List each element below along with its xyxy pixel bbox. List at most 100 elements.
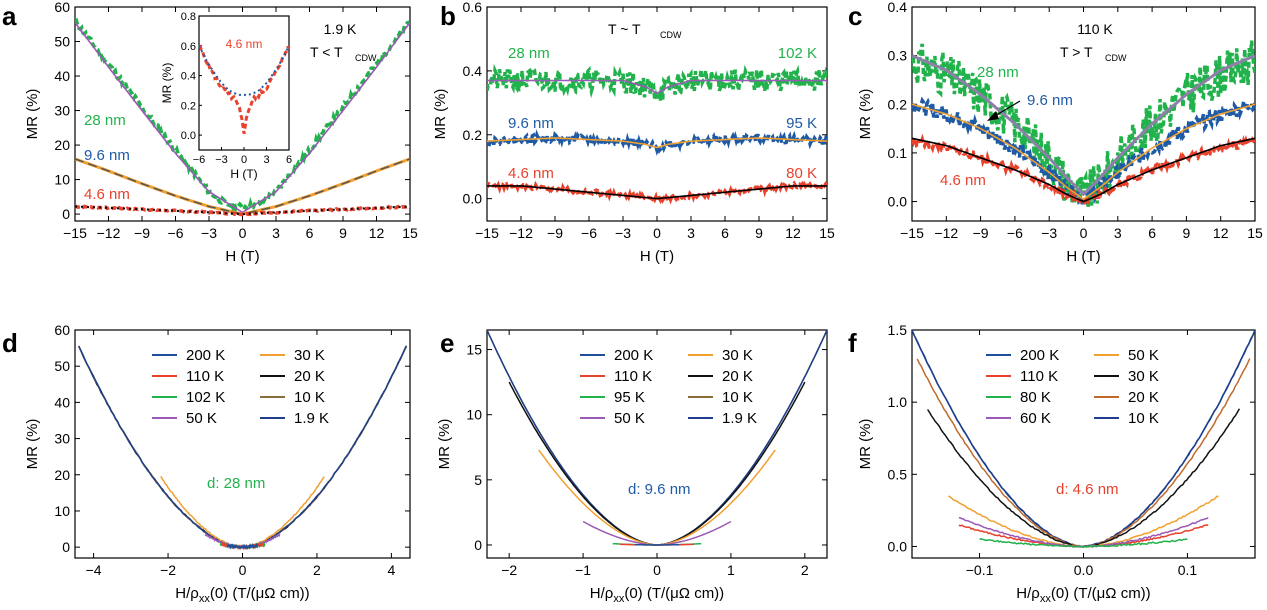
y-tick-label: 0.3: [888, 48, 908, 64]
y-axis-label: MR (%): [436, 419, 453, 470]
x-tick-label: −3: [1041, 225, 1057, 241]
x-axis-label: H (T): [640, 248, 674, 265]
series-curve: [487, 330, 827, 546]
x-tick-label: 12: [369, 225, 385, 241]
series-curve: [487, 330, 827, 546]
series-fit: [487, 79, 827, 95]
y-tick-label: 30: [54, 103, 70, 119]
x-tick-label: −3: [615, 225, 631, 241]
legend-label: 102 K: [186, 389, 225, 406]
legend-label: 200 K: [614, 347, 653, 364]
x-tick-label: −9: [134, 225, 150, 241]
series-label: 28 nm: [508, 45, 550, 62]
legend-label: 10 K: [1128, 410, 1159, 427]
x-tick-label: −15: [475, 225, 499, 241]
x-tick-label: 15: [819, 225, 835, 241]
x-tick-label: 4: [387, 562, 395, 578]
series-label: 9.6 nm: [1027, 92, 1073, 109]
inset-y-tick-label: 0.4: [181, 71, 196, 83]
legend-label: 10 K: [294, 389, 325, 406]
series-curve: [582, 520, 732, 546]
series-label: 4.6 nm: [508, 165, 554, 182]
legend-label: 80 K: [1020, 389, 1051, 406]
panel-label: e: [440, 328, 454, 358]
y-axis-label: MR (%): [857, 89, 874, 140]
x-tick-label: 6: [1148, 225, 1156, 241]
legend: 200 K 110 K 80 K 60 K 50 K 30 K 20 K 10 K: [986, 347, 1159, 427]
x-axis-label: H (T): [225, 248, 259, 265]
y-axis-label: MR (%): [24, 419, 41, 470]
inset-y-tick-label: 0.2: [181, 100, 196, 112]
series-4p6nm-data: [75, 204, 410, 217]
legend-label: 30 K: [722, 347, 753, 364]
annotation: 110 K: [1077, 21, 1113, 37]
series-28nm-data: [75, 18, 410, 215]
series-fit: [912, 54, 1255, 197]
plot-area-f: [912, 330, 1255, 549]
series-curve: [78, 345, 407, 549]
x-tick-label: 2: [313, 562, 321, 578]
y-tick-label: 0.5: [888, 466, 908, 482]
legend: 200 K 110 K 102 K 50 K 30 K 20 K 10 K 1.9 K: [152, 347, 329, 427]
inset-data: [198, 44, 290, 134]
y-tick-label: 0: [62, 206, 70, 222]
series-curve: [78, 345, 407, 549]
annotation-sub: CDW: [660, 30, 682, 40]
y-tick-label: 0.0: [463, 191, 483, 207]
legend-label: 20 K: [722, 368, 753, 385]
x-tick-label: −2: [160, 562, 176, 578]
x-tick-label: −9: [973, 225, 989, 241]
legend-label: 50 K: [1128, 347, 1159, 364]
y-tick-label: 0.0: [888, 194, 908, 210]
series-curve: [916, 358, 1251, 548]
x-tick-label: 6: [721, 225, 729, 241]
plot-area-a: [75, 18, 410, 217]
x-axis-label: H/ρxx(0) (T/(μΩ cm)): [590, 585, 724, 605]
annotation: d: 9.6 nm: [628, 481, 691, 498]
legend-label: 1.9 K: [722, 410, 757, 427]
series-fit: [487, 137, 827, 149]
series-fit: [912, 103, 1255, 201]
x-tick-label: −3: [201, 225, 217, 241]
x-tick-label: 9: [1183, 225, 1191, 241]
series-label: 4.6 nm: [940, 172, 986, 189]
legend-label: 110 K: [186, 368, 224, 385]
x-tick-label: 0.1: [1178, 562, 1198, 578]
x-tick-label: −15: [900, 225, 924, 241]
y-tick-label: 0.4: [463, 63, 483, 79]
plot-frame: [486, 329, 828, 559]
x-tick-label: −12: [934, 225, 958, 241]
series-curve: [78, 345, 407, 548]
x-tick-label: 0: [239, 562, 247, 578]
annotation-sub: CDW: [355, 53, 377, 63]
inset-x-tick-label: 3: [263, 154, 269, 166]
arrow-line: [992, 100, 1021, 118]
legend-label: 60 K: [1020, 410, 1051, 427]
panel-f: −0.1 0.0 0.1 0.0 0.5 1.0 1.5 H/ρxx(0) (T/(μΩ cm…: [848, 322, 1256, 605]
y-tick-label: 30: [54, 431, 70, 447]
series-4p6nm-fit: [75, 205, 410, 216]
x-tick-label: 12: [785, 225, 801, 241]
x-tick-label: −6: [581, 225, 597, 241]
series-fit: [912, 137, 1255, 203]
x-tick-label: 9: [755, 225, 763, 241]
series-curve: [979, 537, 1188, 549]
series-28nm-fit: [75, 22, 410, 214]
series-label: 9.6 nm: [508, 115, 554, 132]
x-tick-label: 0.0: [1074, 562, 1094, 578]
series-curve: [958, 523, 1209, 548]
x-tick-label: −4: [86, 562, 102, 578]
x-tick-label: 0: [1080, 225, 1088, 241]
series-curve: [926, 408, 1241, 548]
annotation: d: 4.6 nm: [1056, 481, 1119, 498]
series-data: [487, 63, 827, 106]
plot-area-c: [912, 40, 1255, 209]
plot-area-b: [487, 63, 827, 207]
x-tick-label: 1: [727, 562, 735, 578]
x-tick-label: 15: [1247, 225, 1263, 241]
inset-x-tick-label: 0: [241, 154, 247, 166]
inset-x-tick-label: −6: [193, 154, 206, 166]
inset-y-label: MR (%): [160, 63, 174, 104]
